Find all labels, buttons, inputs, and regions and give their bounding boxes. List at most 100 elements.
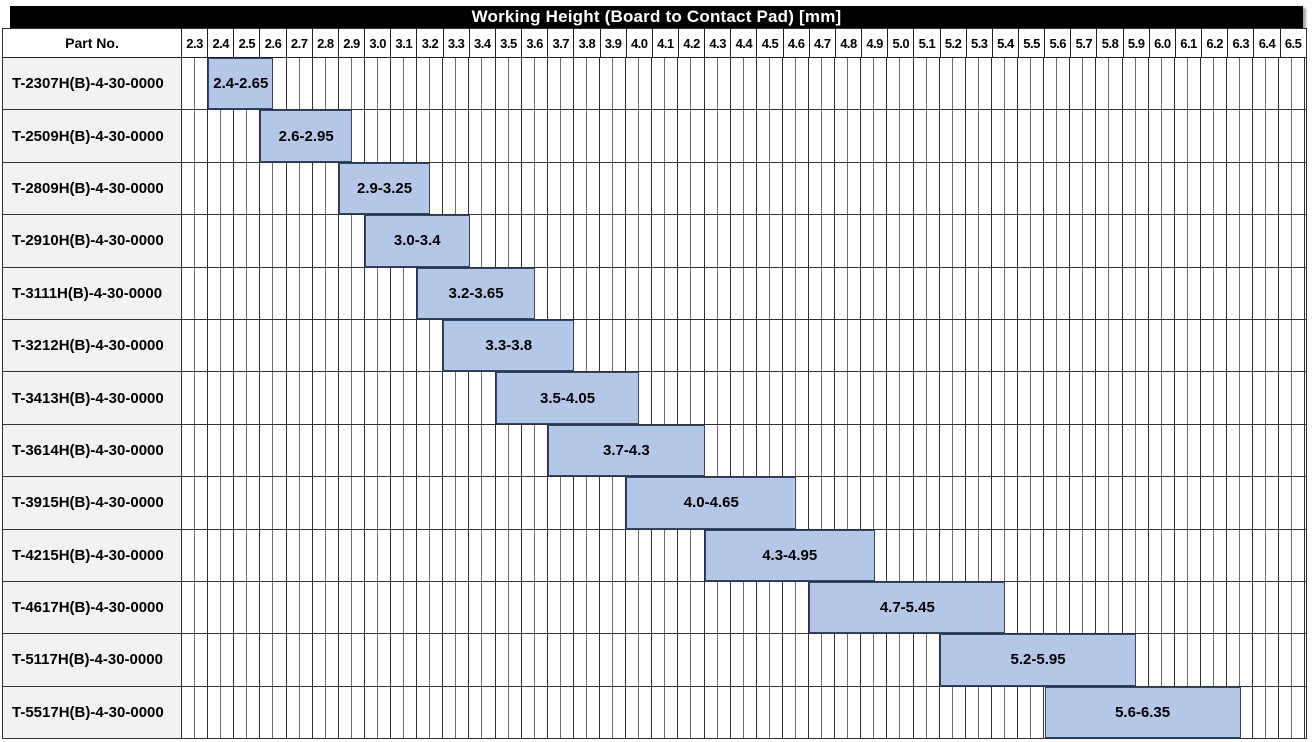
- gantt-row: T-3212H(B)-4-30-0000 3.3-3.8: [3, 319, 1306, 373]
- grid-cell: [339, 372, 352, 424]
- grid-cell: [1214, 215, 1227, 267]
- row-plot-area: 2.9-3.25: [182, 162, 1306, 215]
- grid-cell: [221, 319, 235, 372]
- grid-cell: [1109, 319, 1123, 372]
- grid-cell: [313, 267, 326, 319]
- range-bar-label: 2.4-2.65: [213, 75, 269, 93]
- grid-cell: [1031, 267, 1045, 319]
- grid-cell: [221, 581, 235, 634]
- grid-cell: [273, 319, 287, 372]
- grid-cell: [992, 372, 1005, 424]
- grid-cell: [861, 634, 875, 686]
- part-no-cell: T-2809H(B)-4-30-0000: [3, 162, 182, 215]
- grid-cell: [1136, 477, 1149, 529]
- grid-cell: [522, 424, 535, 477]
- grid-cell: [1279, 581, 1293, 634]
- grid-cell: [1162, 215, 1175, 267]
- part-no-cell: T-2307H(B)-4-30-0000: [3, 58, 182, 110]
- grid-cell: [953, 58, 966, 110]
- grid-cell: [234, 372, 248, 424]
- grid-cell: [744, 319, 757, 372]
- grid-cell: [1175, 634, 1188, 686]
- grid-cell: [1227, 58, 1241, 110]
- grid-cell: [953, 215, 966, 267]
- range-bar-label: 3.5-4.05: [540, 389, 596, 407]
- grid-cell: [352, 529, 365, 581]
- grid-cell: [1175, 424, 1188, 477]
- grid-cell: [182, 215, 196, 267]
- grid-cell: [522, 529, 535, 581]
- grid-cell: [1031, 372, 1045, 424]
- grid-cell: [1175, 529, 1188, 581]
- grid-cell: [1005, 267, 1018, 319]
- grid-cell: [1018, 110, 1032, 162]
- grid-cell: [809, 424, 823, 477]
- grid-cell: [1096, 372, 1110, 424]
- grid-cell: [352, 267, 365, 319]
- grid-cell: [731, 372, 744, 424]
- grid-cell: [992, 529, 1005, 581]
- grid-cell: [443, 686, 457, 739]
- grid-cell: [809, 110, 823, 162]
- grid-cell: [574, 319, 587, 372]
- grid-cell: [927, 424, 940, 477]
- grid-cell: [887, 529, 901, 581]
- x-tick-label: 6.4: [1254, 29, 1281, 57]
- grid-cell: [430, 634, 444, 686]
- x-tick-label: 3.7: [548, 29, 575, 57]
- grid-cell: [1109, 581, 1123, 634]
- grid-cell: [300, 267, 313, 319]
- grid-cell: [365, 424, 378, 477]
- grid-cell: [195, 215, 209, 267]
- x-tick-label: 3.6: [522, 29, 549, 57]
- grid-cell: [848, 267, 862, 319]
- grid-cell: [352, 477, 365, 529]
- grid-cell: [313, 372, 326, 424]
- grid-cell: [1253, 477, 1267, 529]
- grid-cell: [1227, 529, 1241, 581]
- grid-cell: [1227, 215, 1241, 267]
- grid-cell: [731, 267, 744, 319]
- grid-cell: [273, 58, 287, 110]
- x-tick-label: 5.3: [966, 29, 993, 57]
- grid-cell: [247, 162, 261, 215]
- grid-cell: [940, 477, 953, 529]
- grid-cell: [1031, 686, 1045, 739]
- grid-cell: [731, 215, 744, 267]
- grid-cell: [352, 686, 365, 739]
- grid-cell: [1083, 162, 1097, 215]
- grid-cell: [940, 110, 953, 162]
- grid-cell: [326, 529, 339, 581]
- grid-cell: [195, 634, 209, 686]
- grid-cell: [1018, 58, 1032, 110]
- grid-cell: [548, 477, 561, 529]
- grid-cell: [378, 110, 391, 162]
- grid-cell: [744, 267, 757, 319]
- grid-cell: [1227, 372, 1241, 424]
- grid-cell: [247, 634, 261, 686]
- grid-cell: [953, 319, 966, 372]
- grid-cell: [835, 477, 849, 529]
- grid-cell: [1149, 424, 1162, 477]
- grid-cell: [744, 215, 757, 267]
- grid-cell: [1214, 110, 1227, 162]
- grid-cell: [208, 529, 222, 581]
- grid-cell: [182, 162, 196, 215]
- grid-cell: [352, 372, 365, 424]
- grid-cell: [496, 424, 509, 477]
- grid-cell: [665, 372, 679, 424]
- grid-cell: [404, 529, 418, 581]
- grid-cell: [273, 529, 287, 581]
- x-tick-label: 4.4: [731, 29, 758, 57]
- grid-cell: [300, 58, 313, 110]
- grid-cell: [378, 424, 391, 477]
- grid-cell: [613, 215, 627, 267]
- grid-cell: [1214, 477, 1227, 529]
- grid-cell: [1253, 162, 1267, 215]
- grid-cell: [404, 477, 418, 529]
- grid-cell: [940, 319, 953, 372]
- grid-cell: [783, 372, 796, 424]
- range-bar-label: 5.6-6.35: [1115, 703, 1171, 721]
- grid-cell: [456, 424, 470, 477]
- grid-cell: [718, 162, 731, 215]
